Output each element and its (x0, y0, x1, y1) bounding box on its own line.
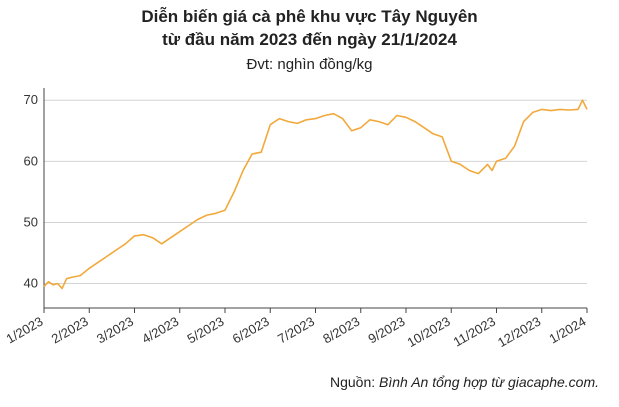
y-axis: 40 50 60 70 (24, 88, 45, 308)
y-tick-label: 40 (24, 276, 38, 291)
price-series-line (43, 99, 588, 290)
chart-unit-label: Đvt: nghìn đồng/kg (246, 56, 373, 73)
x-tick-label: 4/2023 (139, 314, 181, 347)
x-tick-label: 11/2023 (451, 314, 498, 350)
chart-title-line-1: Diễn biến giá cà phê khu vực Tây Nguyên (141, 7, 478, 26)
price-line-chart: 40 50 60 70 1/2023 2/2023 3/2023 4/2023 5/2023 6… (4, 88, 589, 350)
x-tick-label: 1/2023 (4, 314, 46, 347)
x-tick-label: 2/2023 (49, 314, 91, 347)
x-tick-label: 9/2023 (366, 314, 408, 347)
y-tick-label: 70 (24, 92, 38, 107)
x-tick-label: 7/2023 (275, 314, 317, 347)
source-text: Bình An tổng hợp từ giacaphe.com. (379, 374, 599, 390)
x-tick-label: 5/2023 (185, 314, 227, 347)
x-tick-label: 12/2023 (495, 314, 543, 350)
chart-title-line-2: từ đầu năm 2023 đến ngày 21/1/2024 (162, 30, 457, 49)
x-tick-label: 1/2024 (547, 314, 589, 347)
grid-lines (44, 99, 587, 285)
source-prefix: Nguồn: (330, 374, 380, 390)
y-tick-label: 50 (24, 214, 38, 229)
x-tick-label: 8/2023 (320, 314, 362, 347)
plot-area (43, 99, 588, 290)
y-tick-label: 60 (24, 153, 38, 168)
x-tick-label: 10/2023 (405, 314, 453, 350)
source-note: Nguồn: Bình An tổng hợp từ giacaphe.com. (330, 374, 599, 390)
x-axis: 1/2023 2/2023 3/2023 4/2023 5/2023 6/2023 7/20… (4, 307, 589, 350)
x-tick-label: 3/2023 (94, 314, 136, 347)
x-tick-label: 6/2023 (230, 314, 272, 347)
